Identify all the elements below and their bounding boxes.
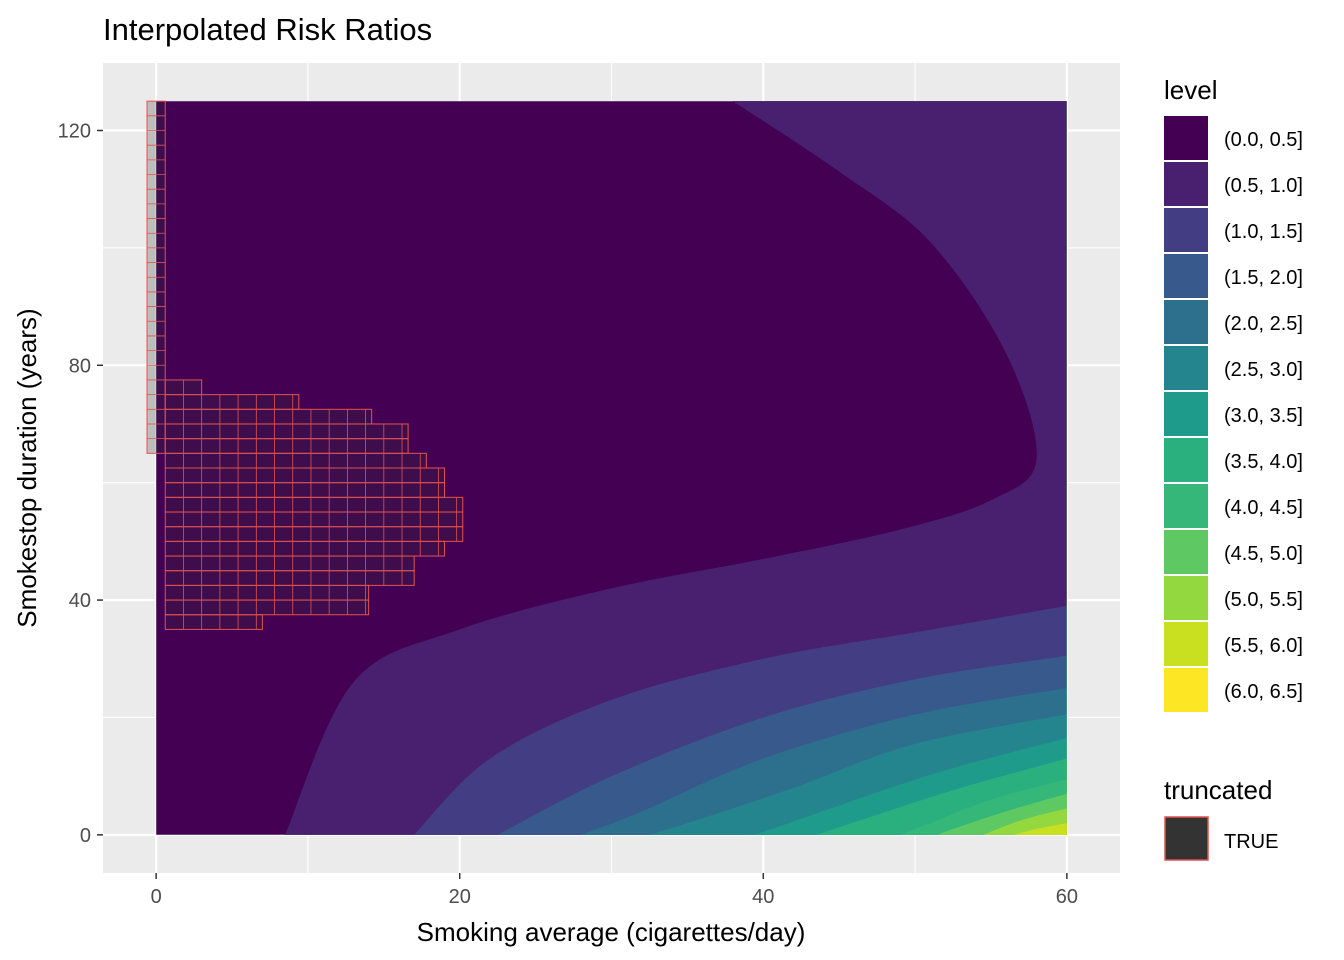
x-tick-label: 0 <box>151 886 162 908</box>
legend-key-9 <box>1164 484 1208 528</box>
truncated-block-3 <box>164 584 370 601</box>
truncated-block-12 <box>164 452 427 469</box>
truncated-block-15 <box>164 408 373 425</box>
legend-label-11: (5.0, 5.5] <box>1224 589 1303 611</box>
legend-key-7 <box>1164 392 1208 436</box>
truncated-block-5 <box>164 555 415 572</box>
contour-band-11 <box>1013 823 1067 835</box>
truncated-legend-key <box>1164 816 1209 861</box>
truncated-cells <box>146 100 464 630</box>
x-axis-title: Smoking average (cigarettes/day) <box>417 917 806 947</box>
legend-label-2: (0.5, 1.0] <box>1224 175 1303 197</box>
level-legend-title: level <box>1164 75 1217 105</box>
legend-key-4 <box>1164 254 1208 298</box>
legend-label-9: (4.0, 4.5] <box>1224 497 1303 519</box>
truncated-block-16 <box>164 394 300 410</box>
legend-key-8 <box>1164 438 1208 482</box>
y-tick-label: 80 <box>69 355 91 377</box>
legend-label-8: (3.5, 4.0] <box>1224 451 1303 473</box>
truncated-block-7 <box>164 526 464 542</box>
legend-label-1: (0.0, 0.5] <box>1224 129 1303 151</box>
legend-label-10: (4.5, 5.0] <box>1224 543 1303 565</box>
x-tick-label: 20 <box>449 886 471 908</box>
legend-label-12: (5.5, 6.0] <box>1224 635 1303 657</box>
truncated-block-10 <box>164 482 446 498</box>
legend-key-10 <box>1164 530 1208 574</box>
truncated-block-9 <box>164 496 464 513</box>
truncated-legend: truncated TRUE <box>1164 775 1278 861</box>
truncated-block-1 <box>164 614 263 630</box>
truncated-block-11 <box>164 467 446 484</box>
legend-key-6 <box>1164 346 1208 390</box>
legend-key-12 <box>1164 622 1208 666</box>
legend-label-13: (6.0, 6.5] <box>1224 681 1303 703</box>
legend-key-13 <box>1164 668 1208 712</box>
legend-key-1 <box>1164 116 1208 160</box>
x-tick-label: 40 <box>752 886 774 908</box>
y-tick-label: 40 <box>69 590 91 612</box>
legend-label-6: (2.5, 3.0] <box>1224 359 1303 381</box>
truncated-legend-label: TRUE <box>1224 831 1278 853</box>
y-tick-label: 0 <box>80 825 91 847</box>
legend-label-7: (3.0, 3.5] <box>1224 405 1303 427</box>
y-tick-label: 120 <box>58 121 91 143</box>
legend-label-4: (1.5, 2.0] <box>1224 267 1303 289</box>
x-tick-label: 60 <box>1056 886 1078 908</box>
truncated-block-4 <box>164 570 415 586</box>
legend-key-5 <box>1164 300 1208 344</box>
y-axis-title: Smokestop duration (years) <box>12 308 42 627</box>
truncated-block-8 <box>164 511 464 528</box>
legend-label-5: (2.0, 2.5] <box>1224 313 1303 335</box>
truncated-legend-title: truncated <box>1164 775 1272 805</box>
axes: 0 20 40 60 0 40 80 120 <box>58 121 1078 909</box>
truncated-block-2 <box>164 599 370 616</box>
truncated-block-6 <box>164 540 446 557</box>
legend-key-3 <box>1164 208 1208 252</box>
legend-key-2 <box>1164 162 1208 206</box>
legend-label-3: (1.0, 1.5] <box>1224 221 1303 243</box>
chart-title: Interpolated Risk Ratios <box>103 12 432 47</box>
level-legend: level (0.0, 0.5] (0.5, 1.0] (1.0, 1.5] (1.5… <box>1164 75 1303 712</box>
legend-key-11 <box>1164 576 1208 620</box>
